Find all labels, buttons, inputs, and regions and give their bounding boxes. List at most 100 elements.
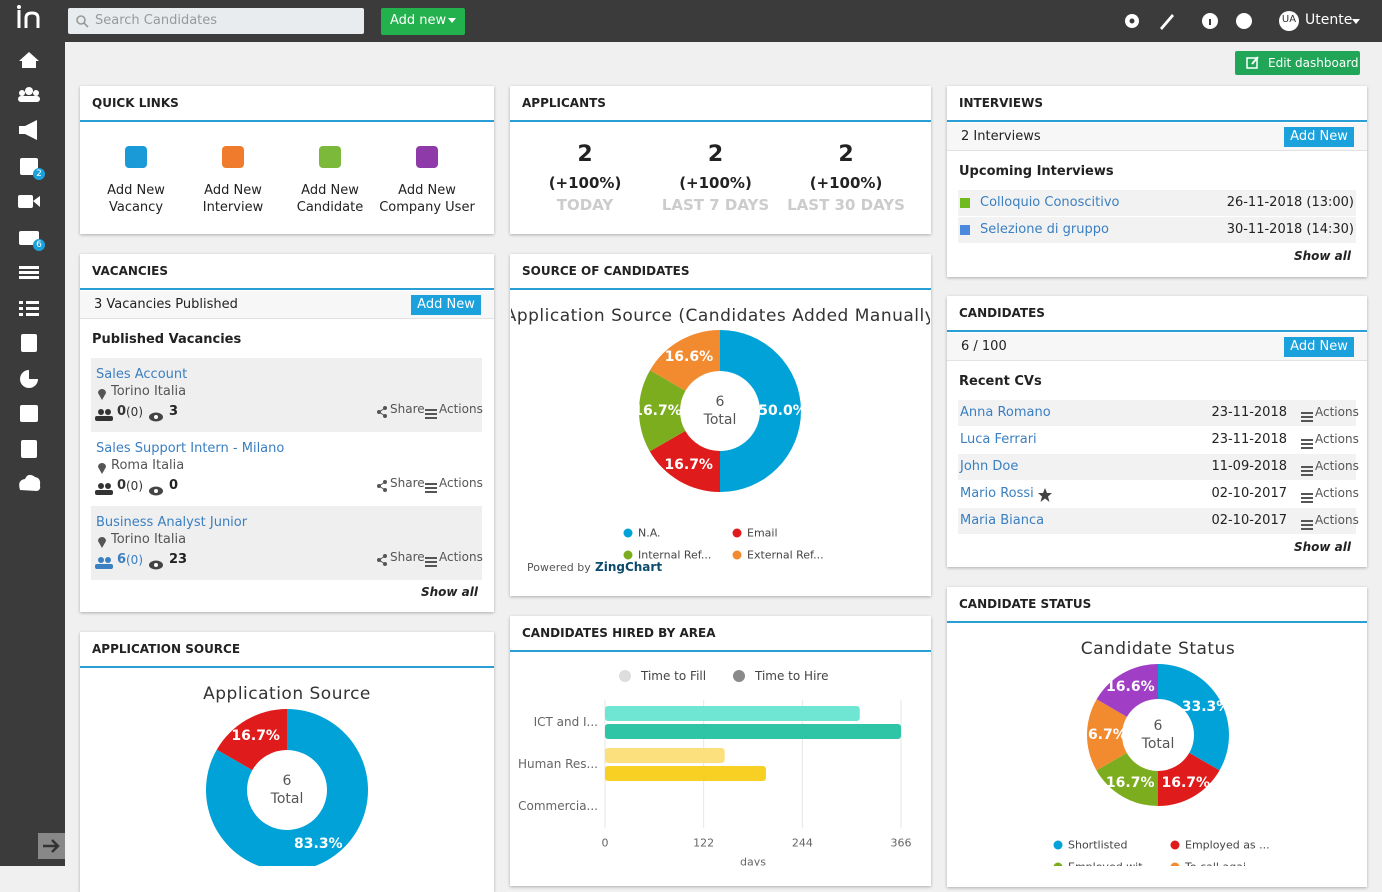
sidebar-icons: 2 6 xyxy=(17,5,65,859)
panel: APPLICATION SOURCE xyxy=(80,632,494,892)
nav-badge[interactable] xyxy=(20,405,38,422)
caret xyxy=(1352,19,1360,24)
actions-icon xyxy=(1301,488,1313,507)
panel-title: QUICK LINKS xyxy=(92,96,179,110)
quick-link-label[interactable]: Vacancy xyxy=(108,200,164,215)
show-all[interactable]: Show all xyxy=(1293,540,1351,554)
applicant-period: TODAY xyxy=(556,196,614,214)
quick-link-icon xyxy=(219,143,247,175)
candidate-name[interactable]: Anna Romano xyxy=(960,405,1051,420)
eye-icon xyxy=(149,407,163,426)
actions[interactable]: Actions xyxy=(1315,513,1359,527)
collapse-arrow xyxy=(43,839,60,853)
share[interactable]: Share xyxy=(390,550,425,564)
vacancy-new: (0) xyxy=(126,553,143,567)
vacancy-location: Torino Italia xyxy=(111,532,187,547)
actions[interactable]: Actions xyxy=(1315,486,1359,500)
user-name[interactable]: Utente xyxy=(1305,12,1353,28)
panel: SOURCE OF CANDIDATES Powered by ZingChart xyxy=(510,254,931,596)
applicant-change: (+100%) xyxy=(548,174,622,192)
actions-icon xyxy=(1301,434,1313,453)
panel: APPLICANTS 2 (+100%) TODAY 2 (+100%) LAST 7 DA… xyxy=(510,86,931,234)
quick-link-label[interactable]: Add New xyxy=(107,183,165,198)
nav-candidates[interactable] xyxy=(18,87,40,102)
share[interactable]: Share xyxy=(390,402,425,416)
logo-dot xyxy=(17,5,21,9)
summary: 3 Vacancies Published xyxy=(94,297,238,312)
star-icon xyxy=(1038,487,1052,506)
candidate-name[interactable]: Maria Bianca xyxy=(960,513,1045,528)
share[interactable]: Share xyxy=(390,476,425,490)
nav-mail[interactable] xyxy=(19,231,39,245)
actions[interactable]: Actions xyxy=(1315,459,1359,473)
add-new-button[interactable]: Add New xyxy=(1284,337,1354,357)
candidate-name[interactable]: Mario Rossi xyxy=(960,486,1034,501)
add-new-button[interactable]: Add New xyxy=(1284,127,1354,147)
add-new-button[interactable]: Add New xyxy=(411,295,481,315)
actions[interactable]: Actions xyxy=(1315,405,1359,419)
quick-link-label[interactable]: Add New xyxy=(398,183,456,198)
nav-calendar[interactable] xyxy=(20,158,38,175)
actions[interactable]: Actions xyxy=(439,402,483,416)
actions-icon xyxy=(425,552,437,571)
quick-link-label[interactable]: Company User xyxy=(379,200,475,215)
edit-icon xyxy=(1246,56,1259,69)
interview-name[interactable]: Colloquio Conoscitivo xyxy=(980,195,1120,210)
interview-row xyxy=(958,190,1356,216)
nav-video[interactable] xyxy=(18,195,40,208)
vacancy-new: (0) xyxy=(126,405,143,419)
quick-link-icon xyxy=(316,143,344,175)
show-all[interactable]: Show all xyxy=(420,585,478,599)
nav-download[interactable] xyxy=(19,474,41,491)
search-placeholder: Search Candidates xyxy=(95,13,218,28)
candidate-name[interactable]: John Doe xyxy=(960,459,1019,474)
pin-icon xyxy=(97,533,107,552)
show-all[interactable]: Show all xyxy=(1293,249,1351,263)
quick-link-label[interactable]: Interview xyxy=(202,200,264,215)
summary: 2 Interviews xyxy=(961,129,1041,144)
candidate-date: 11-09-2018 xyxy=(1211,459,1287,474)
vacancy-candidates: 0 xyxy=(117,404,127,419)
nav-tasks[interactable] xyxy=(19,301,39,316)
panel-title: APPLICANTS xyxy=(522,96,606,110)
add-new-label: Add new xyxy=(390,13,447,28)
avatar[interactable] xyxy=(1279,11,1299,31)
quick-link-label[interactable]: Candidate xyxy=(296,200,364,215)
actions[interactable]: Actions xyxy=(439,476,483,490)
people-icon xyxy=(95,554,113,573)
nav-reports[interactable] xyxy=(20,370,38,388)
nav-home[interactable] xyxy=(19,52,39,68)
badge-bg xyxy=(33,168,45,180)
candidate-row xyxy=(958,454,1356,480)
panel-title: APPLICATION SOURCE xyxy=(92,642,241,656)
vacancy-title[interactable]: Sales Support Intern - Milano xyxy=(96,441,285,456)
quick-link-label[interactable]: Add New xyxy=(204,183,262,198)
vacancy-title[interactable]: Sales Account xyxy=(96,367,188,382)
quick-link-label[interactable]: Add New xyxy=(301,183,359,198)
vacancy-candidates: 6 xyxy=(117,552,127,567)
search-icon xyxy=(76,15,89,28)
panel-title: SOURCE OF CANDIDATES xyxy=(522,264,690,278)
vacancy-title[interactable]: Business Analyst Junior xyxy=(96,515,248,530)
interview-name[interactable]: Selezione di gruppo xyxy=(980,222,1109,237)
panel-divider xyxy=(947,120,1367,122)
share-icon xyxy=(377,477,387,496)
brand: ZingChart xyxy=(595,560,663,574)
panel-divider xyxy=(947,330,1367,332)
nav-book[interactable] xyxy=(21,440,37,458)
candidate-name[interactable]: Luca Ferrari xyxy=(960,432,1037,447)
edit-dashboard-button[interactable] xyxy=(1235,51,1360,75)
actions-icon xyxy=(425,478,437,497)
actions[interactable]: Actions xyxy=(1315,432,1359,446)
nav-contacts[interactable] xyxy=(21,334,37,352)
actions[interactable]: Actions xyxy=(439,550,483,564)
nav-list[interactable] xyxy=(19,266,39,279)
applicant-change: (+100%) xyxy=(679,174,752,192)
topbar-icons xyxy=(1125,11,1360,31)
rocket-icon[interactable] xyxy=(1160,14,1174,30)
search-box[interactable] xyxy=(68,8,364,34)
candidate-date: 02-10-2017 xyxy=(1211,513,1287,528)
globe-icon[interactable] xyxy=(1236,13,1252,29)
nav-vacancies[interactable] xyxy=(19,120,37,140)
